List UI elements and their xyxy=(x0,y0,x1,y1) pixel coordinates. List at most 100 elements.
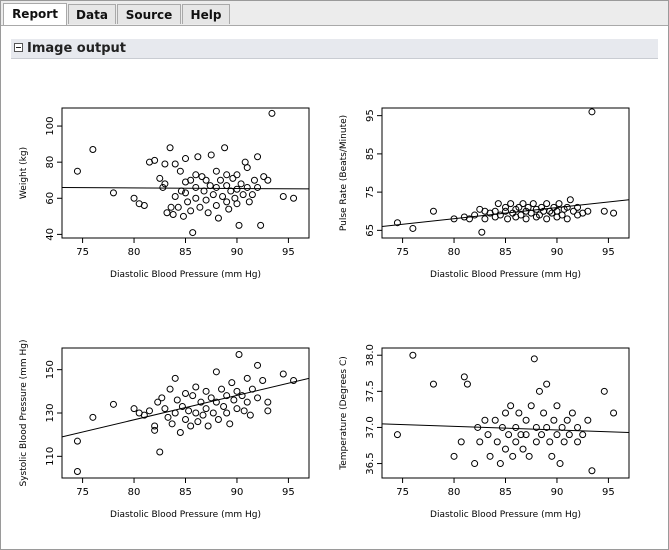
plot-4-data-point xyxy=(505,431,513,439)
plot-1-data-point xyxy=(243,164,251,172)
tab-help[interactable]: Help xyxy=(182,4,230,24)
plot-2-data-point xyxy=(465,215,473,223)
tab-report[interactable]: Report xyxy=(3,3,67,25)
plot-3-data-point xyxy=(243,398,251,406)
plot-4-data-point xyxy=(484,431,492,439)
plot-2-data-point xyxy=(519,200,527,208)
plot-1-data-point xyxy=(187,207,195,215)
plot-4-data-point xyxy=(496,460,504,468)
plot-3-data-point xyxy=(145,407,153,415)
plot-1-x-tick-label: 85 xyxy=(179,247,192,258)
plot-2-y-tick-label: 95 xyxy=(365,109,376,122)
plot-2-data-point xyxy=(588,108,596,116)
plot-3-data-point xyxy=(233,405,241,413)
plot-1-data-point xyxy=(171,160,179,168)
plot-4-x-tick-label: 80 xyxy=(448,487,461,498)
plot-2-data-point xyxy=(393,219,401,227)
plot-2-data-point xyxy=(522,215,530,223)
plot-1-data-point xyxy=(268,109,276,117)
plot-2-y-tick-label: 65 xyxy=(365,224,376,237)
plot-4-data-point xyxy=(493,438,501,446)
collapse-minus-icon[interactable] xyxy=(14,43,23,52)
plot-1-data-point xyxy=(202,196,210,204)
plot-1-data-point xyxy=(221,144,229,152)
tab-source[interactable]: Source xyxy=(117,4,181,24)
plot-3-data-point xyxy=(140,411,148,419)
plot-4-data-point xyxy=(565,431,573,439)
plot-3-data-point xyxy=(151,426,159,434)
plot-4-data-point xyxy=(512,438,520,446)
plot-1-data-point xyxy=(257,221,265,229)
plot-1-data-point xyxy=(196,203,204,211)
plot-3-data-point xyxy=(156,448,164,456)
plot-2-data-point xyxy=(529,200,537,208)
plot-4-data-point xyxy=(509,452,517,460)
plot-4-data-point xyxy=(600,387,608,395)
plot-2-data-point xyxy=(584,207,592,215)
plot-4-data-point xyxy=(512,423,520,431)
plot-4-data-point xyxy=(486,452,494,460)
plot-3-data-point xyxy=(176,429,184,436)
plot-1-y-tick-label: 80 xyxy=(45,156,56,169)
plot-1-y-tick-label: 40 xyxy=(45,228,56,241)
plot-1-data-point xyxy=(212,183,220,191)
plot-1-data-point xyxy=(223,171,231,179)
plot-4-data-point xyxy=(579,431,587,439)
plot-1-x-tick-label: 75 xyxy=(76,247,89,258)
plot-2-data-point xyxy=(507,200,515,208)
plot-4-data-point xyxy=(563,416,571,424)
plot-3-data-point xyxy=(178,403,186,410)
plot-1-data-point xyxy=(169,211,177,219)
plot-1-y-tick-label: 100 xyxy=(45,117,56,136)
plot-3-data-point xyxy=(73,437,81,445)
plot-4-data-point xyxy=(535,387,543,395)
plot-4-data-point xyxy=(409,351,417,359)
plot-2-data-point xyxy=(600,207,608,215)
plot-3-data-point xyxy=(192,409,200,417)
plot-1-x-axis-label: Diastolic Blood Pressure (mm Hg) xyxy=(110,270,261,280)
plot-3-data-point xyxy=(182,390,189,397)
plot-1-data-point xyxy=(73,167,81,175)
plot-1-data-point xyxy=(248,191,256,199)
plot-4-y-axis-label: Temperature (Degrees C) xyxy=(339,356,349,470)
plot-1-data-point xyxy=(151,156,159,164)
plot-1-data-point xyxy=(206,182,214,190)
plot-3-data-point xyxy=(259,377,267,384)
plot-4-data-point xyxy=(515,409,523,417)
plot-3-data-point xyxy=(235,351,243,358)
plot-3-data-point xyxy=(130,405,138,413)
tab-data[interactable]: Data xyxy=(68,4,116,24)
plot-1-data-point xyxy=(229,174,237,182)
plot-2-data-point xyxy=(478,228,486,236)
plot-1-fit-line xyxy=(62,186,309,190)
plot-3-data-point xyxy=(226,420,234,428)
plot-1-data-point xyxy=(207,151,215,159)
plot-2-data-point xyxy=(569,207,577,215)
plot-3-data-point xyxy=(279,370,287,378)
plot-3-data-point xyxy=(166,385,174,393)
plot-4-data-point xyxy=(560,438,568,446)
plot-4-data-point xyxy=(476,438,484,446)
plot-1-data-point xyxy=(290,194,298,202)
plot-3-data-point xyxy=(290,377,298,384)
plot-3-x-tick-label: 85 xyxy=(179,487,192,498)
plot-1-data-point xyxy=(223,198,231,206)
plot-1-data-point xyxy=(209,191,217,199)
plot-3-data-point xyxy=(243,374,251,382)
plot-1-data-point xyxy=(254,153,262,161)
plot-4-data-point xyxy=(574,438,582,446)
plot-3-x-tick-label: 80 xyxy=(128,487,141,498)
plot-4-data-point xyxy=(538,431,546,439)
plot-1-data-point xyxy=(233,200,241,208)
plot-4-data-point xyxy=(502,445,509,453)
plot-1-data-point xyxy=(212,202,220,209)
plot-4-data-point xyxy=(429,380,437,388)
plot-1-data-point xyxy=(156,174,164,182)
plot-4-data-point xyxy=(525,452,533,460)
plot-4-x-tick-label: 85 xyxy=(499,487,512,498)
plot-2-data-point xyxy=(494,200,502,208)
plot-1-data-point xyxy=(219,192,227,200)
plot-4-data-point xyxy=(457,438,465,446)
plot-3-fit-line xyxy=(62,377,309,438)
